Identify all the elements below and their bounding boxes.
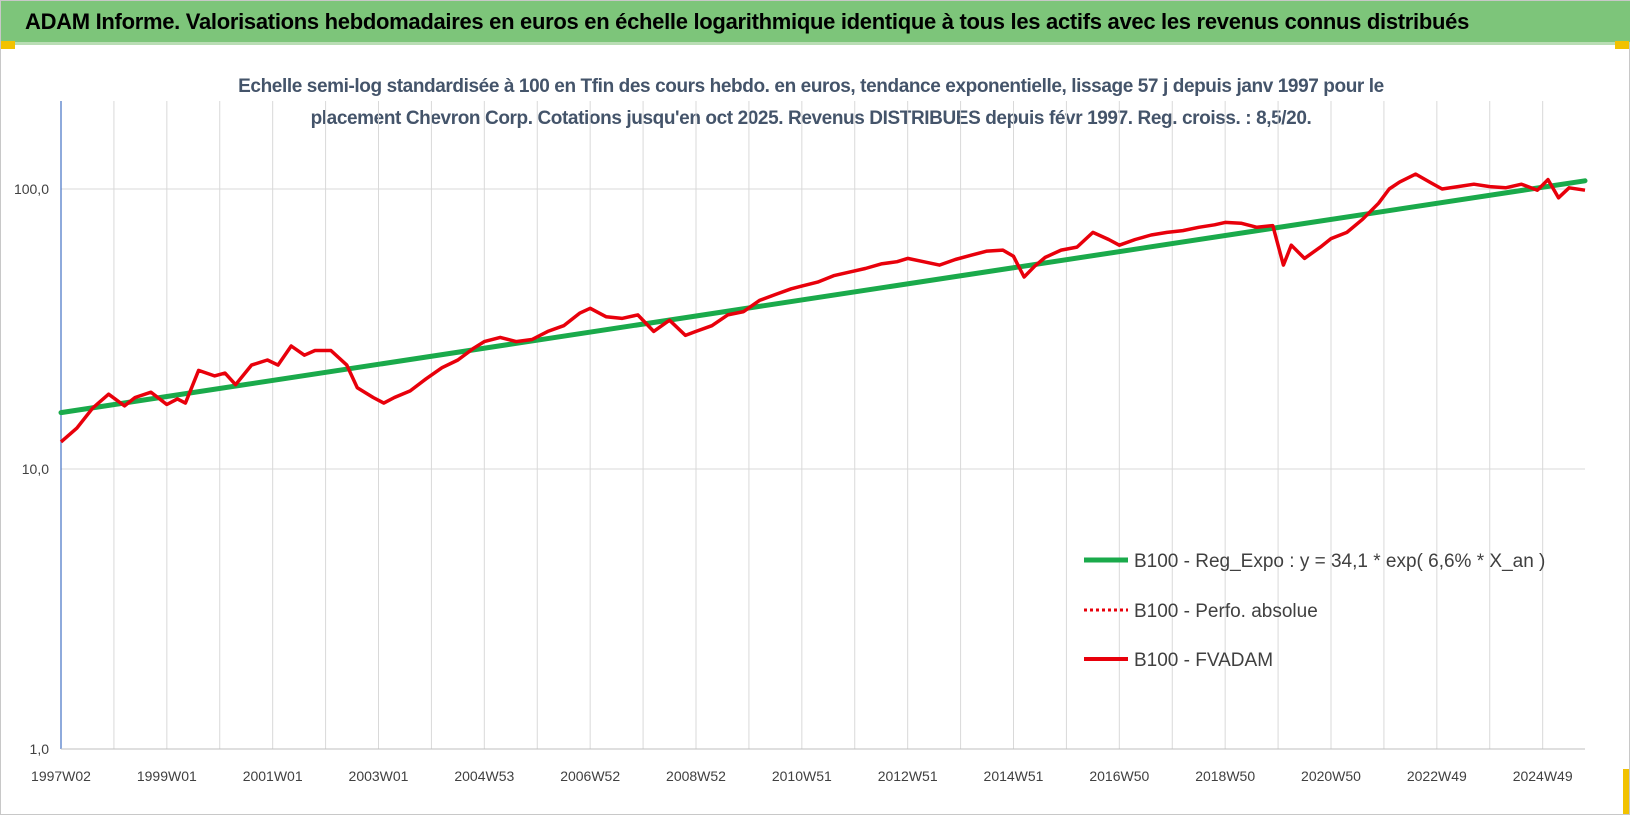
x-tick-label: 2010W51 xyxy=(772,768,832,784)
grid-layer xyxy=(60,101,1585,750)
x-tick-label: 2006W52 xyxy=(560,768,620,784)
axis-layer: 1,0 10,0 100,0 1997W02 1999W01 2001W01 2003W01… xyxy=(14,101,1585,784)
legend-label-0: B100 - Reg_Expo : y = 34,1 * exp( 6,6% *… xyxy=(1134,551,1545,572)
corner-marker-left xyxy=(1,41,15,49)
x-tick-label: 2004W53 xyxy=(454,768,514,784)
x-tick-label: 2018W50 xyxy=(1195,768,1255,784)
corner-marker-bottom-right xyxy=(1623,769,1629,814)
x-tick-label: 1999W01 xyxy=(137,768,197,784)
series-layer xyxy=(58,172,1588,444)
x-tick-label: 2008W52 xyxy=(666,768,726,784)
series-fvadam-line xyxy=(59,172,1586,444)
series-trend-line xyxy=(58,178,1588,416)
x-tick-label: 2012W51 xyxy=(878,768,938,784)
x-tick-label: 1997W02 xyxy=(31,768,91,784)
y-tick-label: 10,0 xyxy=(22,461,49,477)
legend-label-2: B100 - FVADAM xyxy=(1134,650,1273,671)
x-tick-label: 2003W01 xyxy=(349,768,409,784)
legend: B100 - Reg_Expo : y = 34,1 * exp( 6,6% *… xyxy=(1084,551,1545,671)
x-tick-label: 2020W50 xyxy=(1301,768,1361,784)
x-tick-label: 2001W01 xyxy=(243,768,303,784)
chart-title-line-2: placement Chevron Corp. Cotations jusqu'… xyxy=(310,108,1312,129)
chart-title-line-1: Echelle semi-log standardisée à 100 en T… xyxy=(238,76,1384,97)
y-tick-label: 100,0 xyxy=(14,181,49,197)
header-banner: ADAM Informe. Valorisations hebdomadaire… xyxy=(1,1,1630,45)
x-tick-label: 2024W49 xyxy=(1513,768,1573,784)
x-tick-label: 2022W49 xyxy=(1407,768,1467,784)
banner-title: ADAM Informe. Valorisations hebdomadaire… xyxy=(25,9,1470,34)
corner-marker-right xyxy=(1615,41,1629,49)
chart-title: Echelle semi-log standardisée à 100 en T… xyxy=(161,71,1461,135)
legend-label-1: B100 - Perfo. absolue xyxy=(1134,601,1318,622)
x-tick-label: 2016W50 xyxy=(1089,768,1149,784)
x-tick-label: 2014W51 xyxy=(984,768,1044,784)
y-tick-label: 1,0 xyxy=(30,741,50,757)
